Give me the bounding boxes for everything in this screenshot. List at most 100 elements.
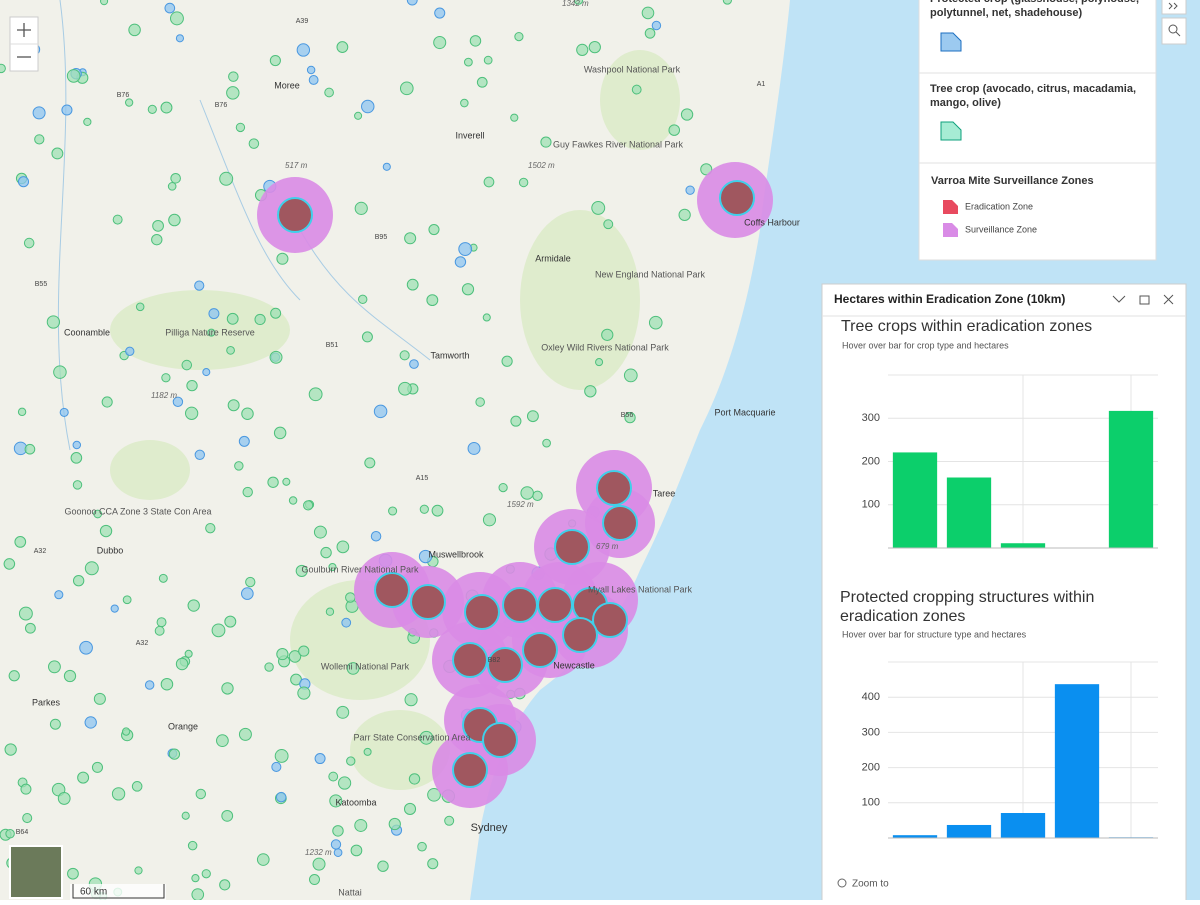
crop-point xyxy=(470,36,480,46)
eradication-zone xyxy=(603,506,637,540)
bar[interactable] xyxy=(1055,684,1099,838)
crop-point xyxy=(222,683,233,694)
crop-point xyxy=(227,87,239,99)
crop-point xyxy=(50,719,60,729)
basemap-toggle[interactable] xyxy=(10,846,62,898)
crop-point xyxy=(502,356,512,366)
crop-point xyxy=(25,623,35,633)
crop-point xyxy=(209,309,219,319)
crop-point xyxy=(249,139,259,149)
crop-point xyxy=(192,875,199,882)
crop-point xyxy=(24,238,34,248)
crop-point xyxy=(227,313,238,324)
bar[interactable] xyxy=(893,452,937,548)
place: Goonoo CCA Zone 3 State Con Area xyxy=(64,506,211,516)
crop-point xyxy=(275,750,288,763)
crop-point xyxy=(122,728,129,735)
place: Guy Fawkes River National Park xyxy=(553,139,684,149)
crop-point xyxy=(276,792,286,802)
crop-point xyxy=(652,21,660,29)
road: B64 xyxy=(16,829,29,836)
road: A32 xyxy=(34,548,47,555)
crop-point xyxy=(243,487,252,496)
crop-point xyxy=(342,618,351,627)
crop-point xyxy=(170,12,183,25)
crop-point xyxy=(78,772,89,783)
place: Tamworth xyxy=(430,350,469,360)
crop-point xyxy=(527,411,538,422)
crop-point xyxy=(359,295,367,303)
crop-point xyxy=(228,400,239,411)
eradication-zone xyxy=(278,198,312,232)
crop-point xyxy=(400,82,413,95)
crop-point xyxy=(592,201,605,214)
crop-point xyxy=(432,505,443,516)
crop-point xyxy=(461,99,469,107)
bar[interactable] xyxy=(1001,813,1045,838)
crop-point xyxy=(462,284,473,295)
crop-point xyxy=(145,681,153,689)
crop-point xyxy=(310,875,320,885)
crop-point xyxy=(168,183,176,191)
crop-point xyxy=(9,671,19,681)
place: Muswellbrook xyxy=(428,549,484,559)
crop-point xyxy=(541,137,551,147)
crop-point xyxy=(277,648,288,659)
expand-button[interactable] xyxy=(1162,0,1186,14)
bar[interactable] xyxy=(947,825,991,838)
crop-point xyxy=(152,234,162,244)
y-tick-label: 200 xyxy=(862,762,880,774)
crop-point xyxy=(484,177,494,187)
legend-title: Varroa Mite Surveillance Zones xyxy=(931,175,1094,187)
crop-point xyxy=(135,867,142,874)
crop-point xyxy=(192,889,204,900)
bar[interactable] xyxy=(1001,543,1045,548)
crop-point xyxy=(33,107,45,119)
elevation: 1502 m xyxy=(528,161,555,170)
elevation: 679 m xyxy=(596,542,619,551)
legend-item: Protected crop (glasshouse, polyhouse, p… xyxy=(930,0,1145,20)
crop-point xyxy=(169,214,181,226)
place: Newcastle xyxy=(553,660,595,670)
elevation: 1342 m xyxy=(562,0,589,8)
crop-point xyxy=(309,76,318,85)
crop-point xyxy=(333,826,343,836)
bar[interactable] xyxy=(947,478,991,548)
eradication-zone xyxy=(375,573,409,607)
eradication-zone xyxy=(465,595,499,629)
road: B76 xyxy=(117,92,130,99)
crop-point xyxy=(102,397,112,407)
crop-point xyxy=(362,332,372,342)
eradication-zone xyxy=(555,530,589,564)
crop-point xyxy=(420,505,428,513)
crop-point xyxy=(185,650,192,657)
crop-point xyxy=(187,380,197,390)
crop-point xyxy=(289,497,296,504)
crop-point xyxy=(62,105,72,115)
zoom-to[interactable]: Zoom to xyxy=(852,879,889,890)
crop-point xyxy=(314,526,326,538)
search-button[interactable] xyxy=(1162,18,1186,44)
crop-point xyxy=(73,441,80,448)
crop-point xyxy=(533,491,542,500)
crop-point xyxy=(171,173,181,183)
crop-point xyxy=(161,678,173,690)
crop-point xyxy=(277,253,288,264)
bar[interactable] xyxy=(1109,411,1153,548)
crop-point xyxy=(459,243,472,256)
road: A32 xyxy=(136,640,149,647)
place: Pilliga Nature Reserve xyxy=(165,327,255,337)
crop-point xyxy=(55,591,63,599)
crop-point xyxy=(60,408,68,416)
crop-point xyxy=(220,880,230,890)
crop-point xyxy=(212,624,225,637)
crop-point xyxy=(427,295,438,306)
road: B56 xyxy=(621,412,634,419)
crop-point xyxy=(400,351,409,360)
crop-point xyxy=(355,112,362,119)
crop-point xyxy=(268,477,278,487)
crop-point xyxy=(337,42,348,53)
place: Myall Lakes National Park xyxy=(588,584,693,594)
crop-point xyxy=(326,608,333,615)
crop-point xyxy=(68,868,79,879)
